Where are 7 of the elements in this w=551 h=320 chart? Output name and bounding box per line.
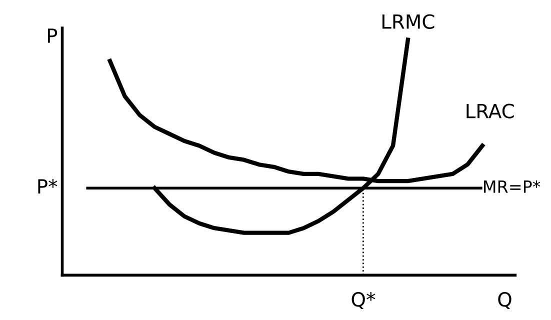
- ref-line-label: MR=P*: [484, 180, 540, 193]
- series-label: LRMC: [382, 14, 434, 29]
- y-axis-title: P: [48, 28, 58, 43]
- text: P*: [38, 179, 58, 194]
- x-axis-title: Q: [498, 292, 512, 309]
- series-label: LRAC: [466, 104, 514, 118]
- text: Q*: [352, 292, 376, 309]
